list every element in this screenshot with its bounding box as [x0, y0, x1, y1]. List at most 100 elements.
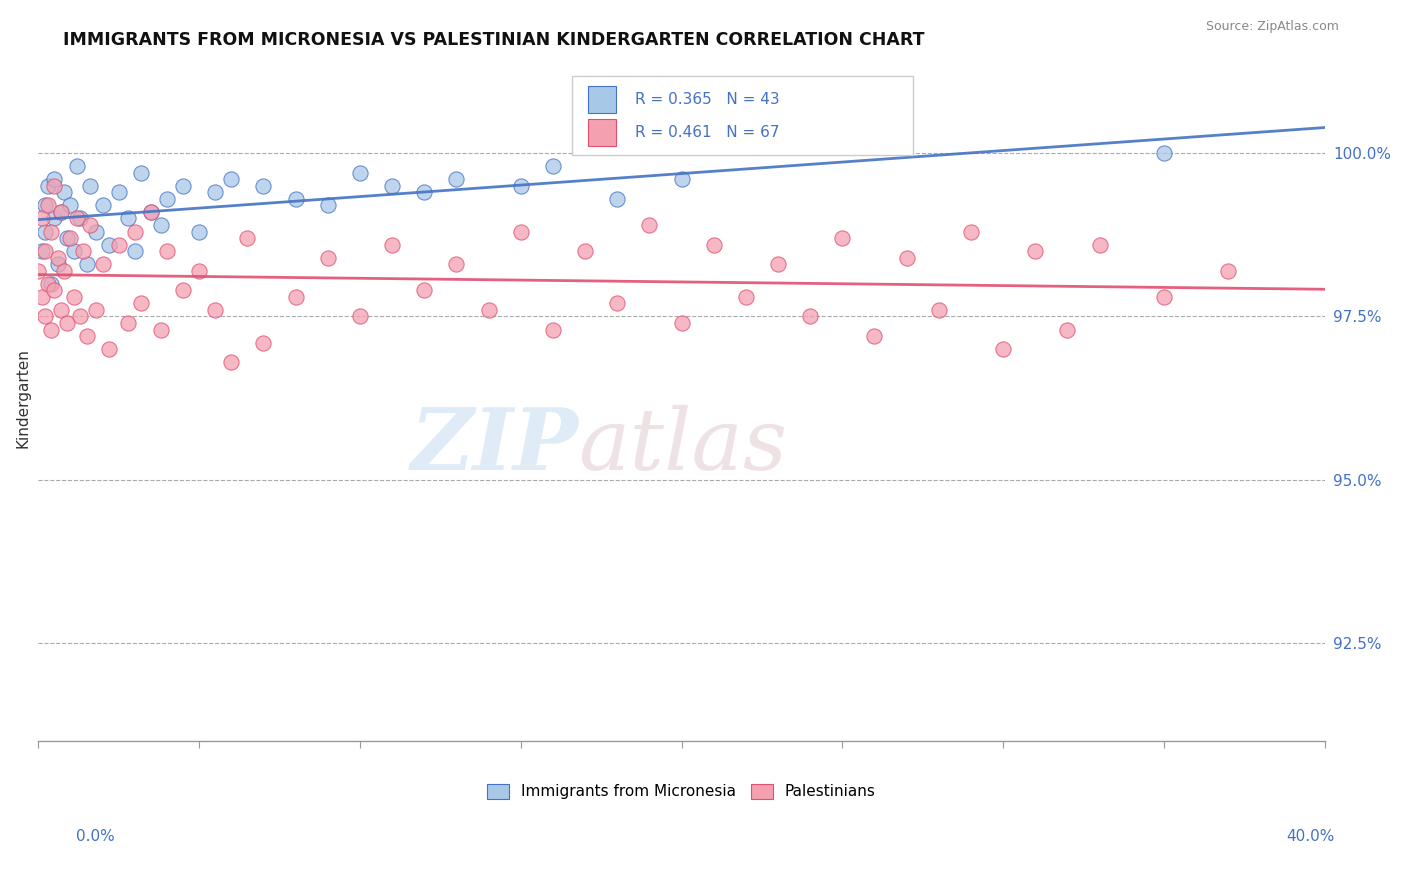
Point — [799, 310, 821, 324]
Point — [107, 186, 129, 200]
Text: 0.0%: 0.0% — [76, 830, 115, 844]
Point — [49, 205, 72, 219]
Text: R = 0.365   N = 43: R = 0.365 N = 43 — [636, 92, 780, 107]
Point — [46, 257, 69, 271]
Y-axis label: Kindergarten: Kindergarten — [15, 348, 30, 448]
Text: 40.0%: 40.0% — [1286, 830, 1334, 844]
Point — [172, 284, 194, 298]
Point — [381, 178, 404, 193]
Point — [1024, 244, 1046, 259]
Point — [1153, 146, 1175, 161]
Point — [606, 192, 628, 206]
Point — [219, 172, 242, 186]
Point — [49, 205, 72, 219]
Point — [671, 316, 693, 330]
Point — [446, 172, 468, 186]
Point — [31, 290, 53, 304]
Point — [928, 302, 950, 317]
Point — [236, 231, 259, 245]
Point — [509, 225, 531, 239]
Point — [1056, 322, 1078, 336]
Point — [37, 277, 59, 291]
Point — [34, 244, 56, 259]
Point — [117, 211, 139, 226]
Point — [509, 178, 531, 193]
Point — [896, 251, 918, 265]
Point — [53, 264, 76, 278]
Point — [703, 237, 725, 252]
Point — [91, 257, 114, 271]
FancyBboxPatch shape — [588, 119, 616, 146]
Point — [1218, 264, 1240, 278]
Point — [39, 322, 62, 336]
Point — [541, 322, 564, 336]
Point — [172, 178, 194, 193]
Point — [156, 244, 179, 259]
Point — [1088, 237, 1111, 252]
Point — [37, 178, 59, 193]
Point — [124, 244, 146, 259]
Point — [349, 310, 371, 324]
Text: IMMIGRANTS FROM MICRONESIA VS PALESTINIAN KINDERGARTEN CORRELATION CHART: IMMIGRANTS FROM MICRONESIA VS PALESTINIA… — [63, 31, 925, 49]
Point — [139, 205, 162, 219]
Point — [413, 284, 436, 298]
Point — [44, 172, 66, 186]
Point — [56, 231, 79, 245]
Point — [84, 225, 107, 239]
Point — [541, 159, 564, 173]
Point — [252, 178, 274, 193]
Point — [156, 192, 179, 206]
Point — [606, 296, 628, 310]
FancyBboxPatch shape — [572, 76, 912, 154]
Point — [72, 244, 94, 259]
Point — [76, 329, 98, 343]
Point — [69, 211, 91, 226]
Point — [149, 218, 172, 232]
Point — [188, 264, 211, 278]
Point — [34, 198, 56, 212]
Text: atlas: atlas — [579, 405, 787, 488]
Point — [991, 342, 1014, 356]
Point — [149, 322, 172, 336]
Point — [39, 277, 62, 291]
Point — [734, 290, 756, 304]
Point — [117, 316, 139, 330]
Point — [49, 302, 72, 317]
Legend: Immigrants from Micronesia, Palestinians: Immigrants from Micronesia, Palestinians — [481, 778, 882, 805]
Point — [44, 211, 66, 226]
Point — [219, 355, 242, 369]
Point — [66, 211, 89, 226]
Point — [34, 225, 56, 239]
Point — [107, 237, 129, 252]
Point — [446, 257, 468, 271]
Point — [349, 166, 371, 180]
Point — [139, 205, 162, 219]
Point — [477, 302, 499, 317]
Point — [79, 178, 101, 193]
Text: Source: ZipAtlas.com: Source: ZipAtlas.com — [1205, 20, 1339, 33]
Point — [53, 186, 76, 200]
Point — [129, 296, 152, 310]
Point — [39, 225, 62, 239]
Point — [98, 237, 121, 252]
Point — [59, 198, 82, 212]
Point — [62, 244, 84, 259]
Point — [204, 302, 226, 317]
Point — [44, 178, 66, 193]
Point — [671, 172, 693, 186]
Point — [98, 342, 121, 356]
Point — [316, 251, 339, 265]
Point — [31, 244, 53, 259]
Point — [413, 186, 436, 200]
Point — [252, 335, 274, 350]
Text: ZIP: ZIP — [411, 404, 579, 488]
Point — [129, 166, 152, 180]
Point — [638, 218, 661, 232]
Point — [284, 290, 307, 304]
Text: R = 0.461   N = 67: R = 0.461 N = 67 — [636, 125, 780, 140]
Point — [46, 251, 69, 265]
Point — [59, 231, 82, 245]
Point — [863, 329, 886, 343]
Point — [27, 264, 49, 278]
Point — [574, 244, 596, 259]
